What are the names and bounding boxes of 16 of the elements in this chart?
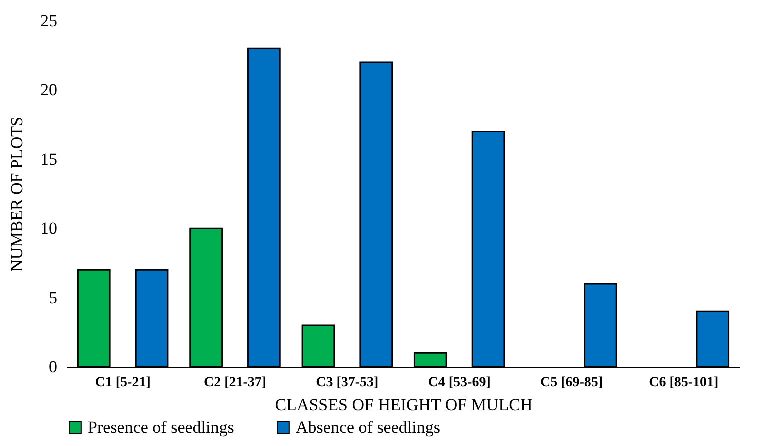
x-axis-title: CLASSES OF HEIGHT OF MULCH bbox=[275, 396, 533, 414]
y-tick-label: 20 bbox=[40, 80, 58, 100]
x-tick-label: C5 [69-85] bbox=[540, 376, 604, 390]
y-tick-label: 0 bbox=[49, 358, 58, 376]
legend-label: Absence of seedlings bbox=[296, 418, 440, 437]
x-tick-label: C4 [53-69] bbox=[428, 376, 491, 390]
y-tick-label: 10 bbox=[40, 219, 58, 238]
x-tick-label: C3 [37-53] bbox=[316, 376, 379, 390]
y-tick-label: 25 bbox=[40, 12, 58, 30]
x-tick-label: C2 [21-37] bbox=[204, 376, 267, 390]
y-tick-label: 15 bbox=[40, 150, 58, 169]
y-tick-label: 5 bbox=[49, 288, 58, 308]
x-tick-label: C1 [5-21] bbox=[95, 376, 151, 390]
y-axis-title: NUMBER OF PLOTS bbox=[8, 117, 26, 272]
legend-label: Presence of seedlings bbox=[88, 418, 234, 437]
x-tick-label: C6 [85-101] bbox=[649, 376, 719, 390]
